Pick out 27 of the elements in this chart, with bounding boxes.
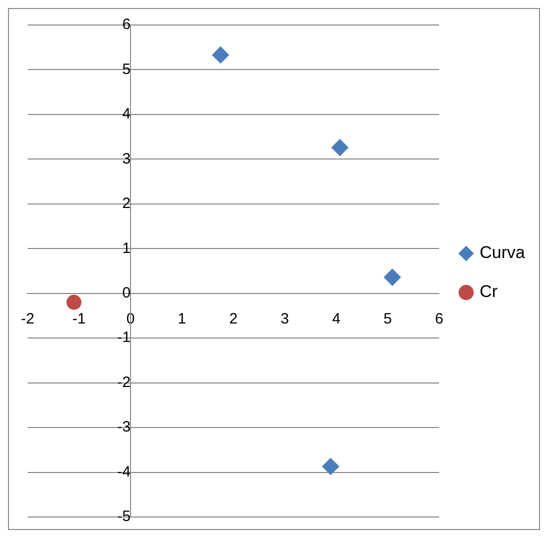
y-tick-label: -5	[117, 508, 131, 526]
y-tick-label: -3	[117, 418, 131, 436]
y-tick-label: 1	[122, 240, 131, 257]
y-tick-label: -1	[117, 329, 131, 346]
y-tick-label: 3	[122, 150, 131, 168]
x-tick-label: 3	[280, 310, 290, 328]
y-tick-label: 5	[122, 60, 131, 78]
x-tick-label: 2	[229, 310, 238, 328]
y-tick-label: 2	[122, 195, 131, 212]
x-tick-label: -1	[72, 310, 86, 328]
point	[66, 294, 82, 310]
legend-label: Curva	[480, 243, 526, 262]
x-tick-label: 1	[178, 310, 186, 328]
point	[331, 139, 348, 156]
y-tick-label: -2	[117, 374, 131, 391]
x-tick-label: 4	[332, 310, 340, 328]
point	[384, 268, 401, 286]
point	[212, 46, 230, 64]
legend-label: Cr	[480, 282, 498, 302]
x-tick-label: -2	[20, 310, 34, 328]
x-tick-label: 5	[384, 310, 392, 328]
y-tick-label: 0	[122, 284, 131, 302]
point	[322, 458, 340, 475]
x-tick-label: 6	[434, 310, 444, 328]
y-tick-label: -4	[117, 463, 131, 480]
y-tick-label: 4	[122, 106, 131, 123]
y-tick-label: 6	[122, 16, 131, 34]
